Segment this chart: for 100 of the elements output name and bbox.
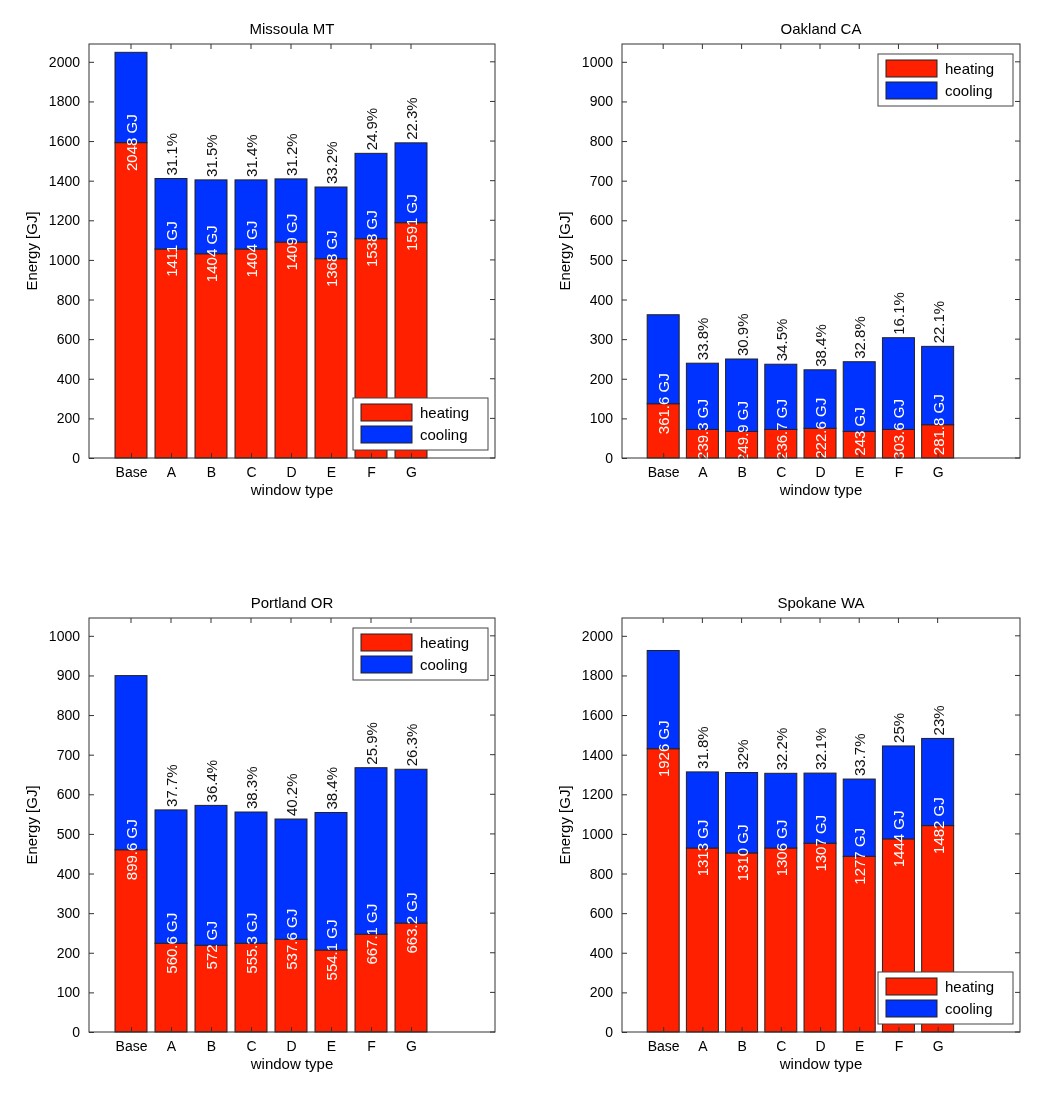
annotation: 31.1% bbox=[163, 132, 180, 176]
y-tick-label: 0 bbox=[72, 1023, 81, 1040]
x-axis-title: window type bbox=[778, 1055, 863, 1072]
total-label: 1404 GJ bbox=[243, 220, 260, 278]
x-tick-label: F bbox=[894, 463, 904, 480]
y-tick-label: 700 bbox=[589, 172, 614, 189]
legend-label: heating bbox=[945, 978, 995, 995]
total-label: 239.3 GJ bbox=[694, 399, 712, 460]
y-tick-label: 200 bbox=[56, 944, 81, 961]
annotation: 32.1% bbox=[812, 727, 830, 771]
chart-title: Spokane WA bbox=[777, 594, 865, 611]
y-tick-label: 1000 bbox=[48, 251, 81, 268]
annotation: 22.1% bbox=[929, 300, 947, 344]
y-tick-label: 100 bbox=[589, 410, 614, 427]
y-tick-label: 600 bbox=[589, 212, 614, 229]
total-label: 663.2 GJ bbox=[403, 892, 420, 954]
y-tick-label: 1600 bbox=[581, 707, 614, 724]
x-tick-label: C bbox=[776, 1037, 787, 1054]
total-label: 560.6 GJ bbox=[163, 912, 180, 974]
x-tick-label: B bbox=[206, 1037, 217, 1054]
annotation: 25% bbox=[890, 712, 908, 743]
annotation: 38.4% bbox=[812, 324, 830, 367]
y-tick-label: 0 bbox=[605, 449, 614, 466]
total-label: 1411 GJ bbox=[163, 221, 180, 277]
y-tick-label: 800 bbox=[56, 707, 81, 724]
legend-label: heating bbox=[945, 60, 995, 77]
x-tick-label: F bbox=[367, 1037, 376, 1054]
x-axis-title: window type bbox=[778, 481, 863, 498]
x-tick-label: F bbox=[894, 1037, 904, 1054]
y-axis-title: Energy [GJ] bbox=[23, 211, 40, 291]
y-tick-label: 1000 bbox=[48, 627, 81, 644]
y-tick-label: 900 bbox=[589, 93, 614, 110]
x-tick-label: C bbox=[246, 463, 257, 480]
total-label: 1404 GJ bbox=[203, 225, 220, 283]
annotation: 33.7% bbox=[851, 733, 869, 777]
y-tick-label: 400 bbox=[589, 291, 614, 308]
chart-title: Missoula MT bbox=[249, 20, 335, 37]
y-tick-label: 100 bbox=[56, 984, 81, 1001]
total-label: 554.1 GJ bbox=[323, 919, 340, 981]
y-tick-label: 800 bbox=[56, 291, 81, 308]
annotation: 31.8% bbox=[694, 726, 712, 769]
y-tick-label: 1000 bbox=[581, 53, 614, 70]
x-tick-label: D bbox=[815, 463, 826, 480]
total-label: 243 GJ bbox=[851, 407, 869, 456]
total-label: 1482 GJ bbox=[929, 797, 947, 854]
y-tick-label: 600 bbox=[589, 905, 614, 922]
total-label: 1307 GJ bbox=[812, 814, 830, 872]
y-tick-label: 800 bbox=[589, 865, 614, 882]
annotation: 37.7% bbox=[163, 764, 180, 807]
y-tick-label: 500 bbox=[589, 251, 614, 268]
y-tick-label: 1800 bbox=[48, 93, 81, 110]
y-axis-title: Energy [GJ] bbox=[23, 785, 40, 865]
y-tick-label: 2000 bbox=[48, 53, 81, 70]
y-tick-label: 1800 bbox=[581, 667, 614, 684]
x-tick-label: Base bbox=[647, 1037, 680, 1054]
legend-label: cooling bbox=[420, 426, 468, 443]
x-tick-label: G bbox=[932, 463, 944, 480]
total-label: 1409 GJ bbox=[283, 213, 300, 271]
x-tick-label: Base bbox=[115, 1037, 148, 1054]
y-tick-label: 700 bbox=[56, 746, 81, 763]
total-label: 1368 GJ bbox=[323, 230, 340, 288]
annotation: 25.9% bbox=[363, 722, 380, 765]
x-tick-label: G bbox=[406, 463, 417, 480]
y-tick-label: 400 bbox=[589, 944, 614, 961]
y-tick-label: 200 bbox=[589, 984, 614, 1001]
annotation: 32.2% bbox=[772, 727, 790, 771]
x-tick-label: G bbox=[406, 1037, 417, 1054]
total-label: 222.6 GJ bbox=[812, 397, 830, 459]
chart-title: Portland OR bbox=[250, 594, 334, 611]
x-tick-label: A bbox=[698, 1037, 709, 1054]
x-tick-label: E bbox=[855, 1037, 865, 1054]
y-tick-label: 1400 bbox=[48, 172, 81, 189]
annotation: 31.5% bbox=[203, 134, 220, 177]
total-label: 899.6 GJ bbox=[123, 819, 140, 881]
y-tick-label: 300 bbox=[589, 331, 614, 348]
y-tick-label: 0 bbox=[72, 449, 81, 466]
total-label: 281.8 GJ bbox=[929, 394, 947, 456]
total-label: 555.3 GJ bbox=[243, 912, 260, 974]
x-tick-label: C bbox=[776, 463, 787, 480]
annotation: 26.3% bbox=[403, 723, 420, 767]
legend-label: cooling bbox=[945, 82, 993, 99]
annotation: 33.2% bbox=[323, 141, 340, 185]
y-tick-label: 600 bbox=[56, 331, 81, 348]
y-tick-label: 1000 bbox=[581, 825, 614, 842]
annotation: 32% bbox=[733, 739, 751, 770]
total-label: 1306 GJ bbox=[772, 819, 790, 877]
y-tick-label: 1200 bbox=[48, 212, 81, 229]
annotation: 33.8% bbox=[694, 317, 712, 361]
y-tick-label: 2000 bbox=[581, 627, 614, 644]
x-tick-label: B bbox=[206, 463, 217, 480]
y-tick-label: 600 bbox=[56, 786, 81, 803]
y-tick-label: 200 bbox=[589, 370, 614, 387]
total-label: 236.7 GJ bbox=[772, 399, 790, 460]
x-tick-label: E bbox=[326, 463, 337, 480]
total-label: 1444 GJ bbox=[890, 810, 908, 868]
total-label: 667.1 GJ bbox=[363, 903, 380, 965]
total-label: 537.6 GJ bbox=[283, 908, 300, 970]
y-tick-label: 800 bbox=[589, 133, 614, 150]
annotation: 23% bbox=[929, 705, 947, 736]
annotation: 31.2% bbox=[283, 133, 300, 176]
